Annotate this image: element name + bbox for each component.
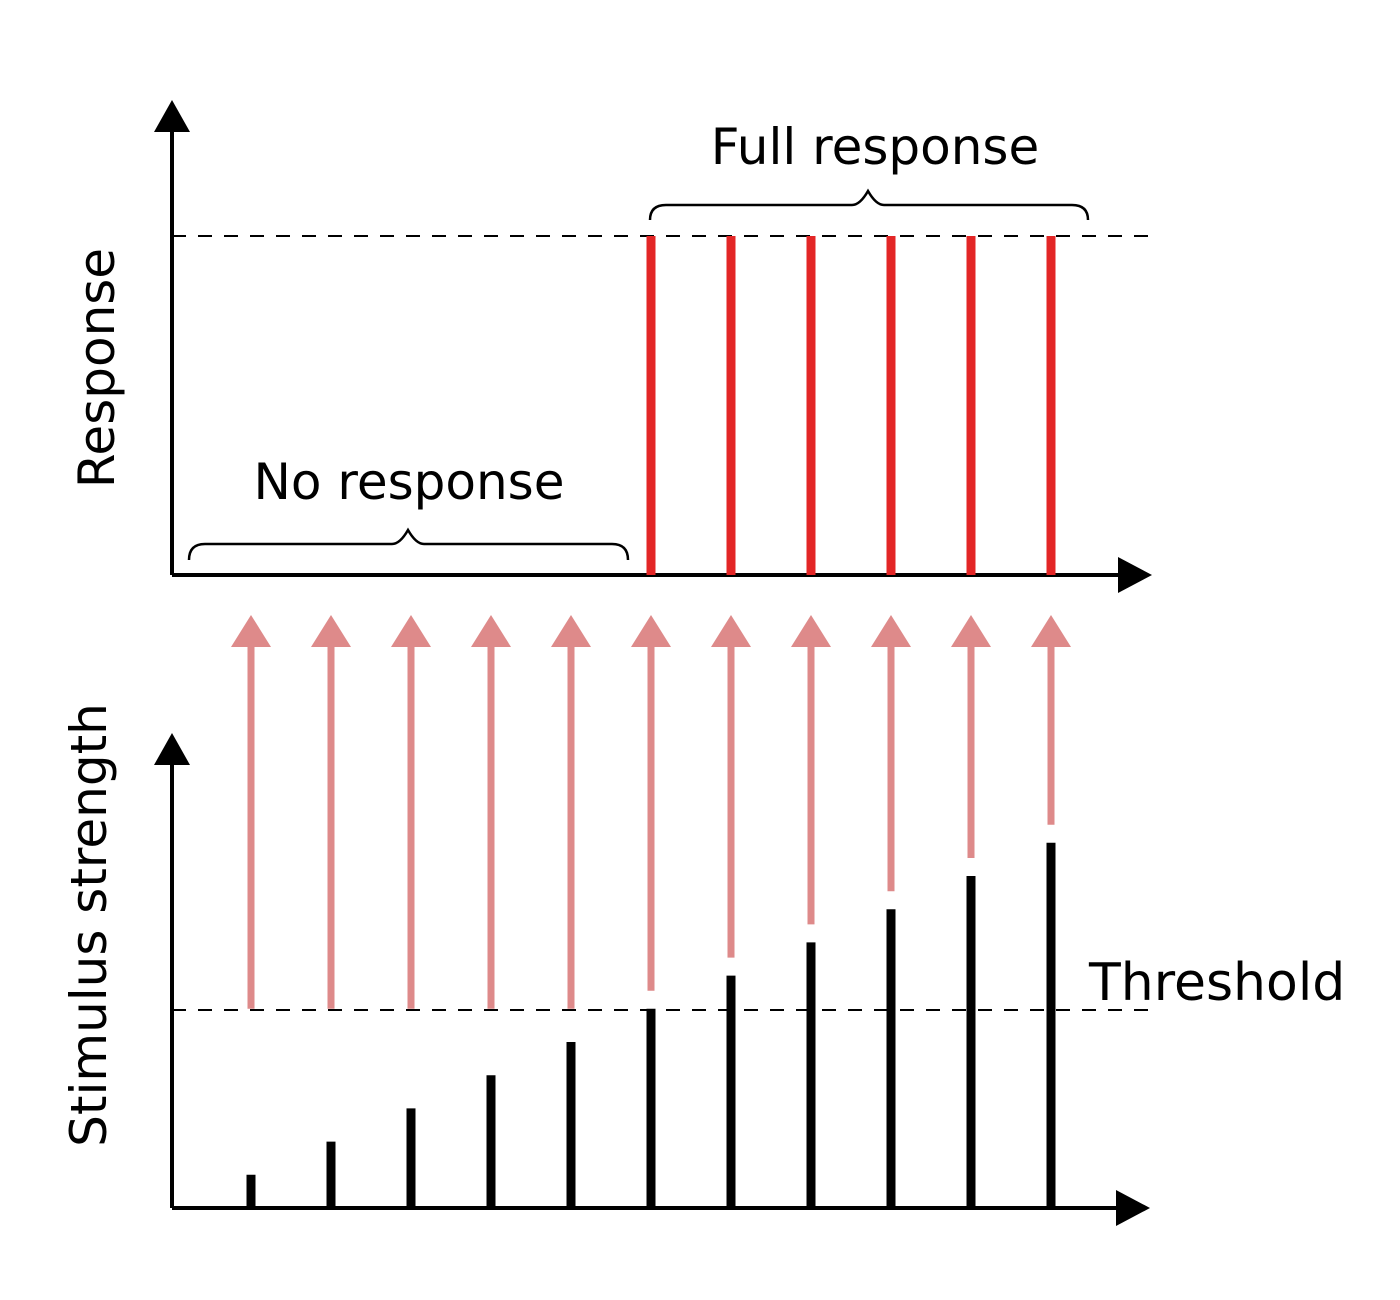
stimulus-arrow-head — [951, 615, 991, 647]
response-x-arrowhead — [1118, 557, 1152, 593]
full-response-label: Full response — [711, 118, 1040, 176]
stimulus-arrow-head — [871, 615, 911, 647]
stimulus-arrow-head — [551, 615, 591, 647]
full-response-brace — [648, 188, 1090, 221]
stimulus-arrow-head — [1031, 615, 1071, 647]
stimulus-x-arrowhead — [1116, 1190, 1150, 1226]
response-axis-label: Response — [68, 248, 126, 488]
stimulus-y-arrowhead — [154, 733, 190, 765]
stimulus-arrow-head — [631, 615, 671, 647]
response-axes — [154, 100, 1152, 593]
stimulus-bars — [246, 842, 1056, 1208]
stimulus-arrow-head — [231, 615, 271, 647]
stimulus-axis-label: Stimulus strength — [60, 703, 118, 1147]
threshold-label: Threshold — [1088, 953, 1345, 1013]
response-y-arrowhead — [154, 100, 190, 132]
stimulus-to-response-arrows — [231, 615, 1071, 1009]
stimulus-arrow-head — [471, 615, 511, 647]
no-response-brace — [187, 527, 630, 561]
stimulus-arrow-head — [311, 615, 351, 647]
stimulus-arrow-head — [391, 615, 431, 647]
no-response-label: No response — [254, 453, 565, 511]
stimulus-arrow-head — [791, 615, 831, 647]
response-bars — [646, 236, 1056, 575]
stimulus-arrow-head — [711, 615, 751, 647]
